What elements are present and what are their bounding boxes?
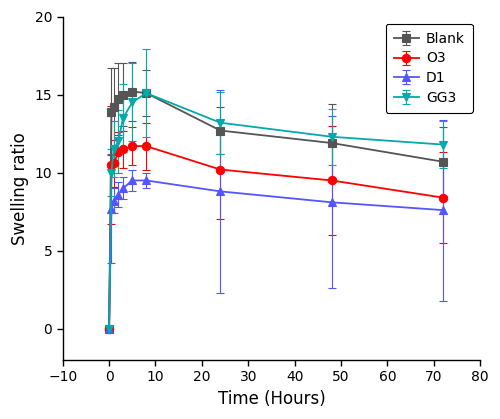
X-axis label: Time (Hours): Time (Hours) — [218, 390, 326, 408]
Legend: Blank, O3, D1, GG3: Blank, O3, D1, GG3 — [386, 23, 473, 113]
Y-axis label: Swelling ratio: Swelling ratio — [11, 132, 29, 245]
